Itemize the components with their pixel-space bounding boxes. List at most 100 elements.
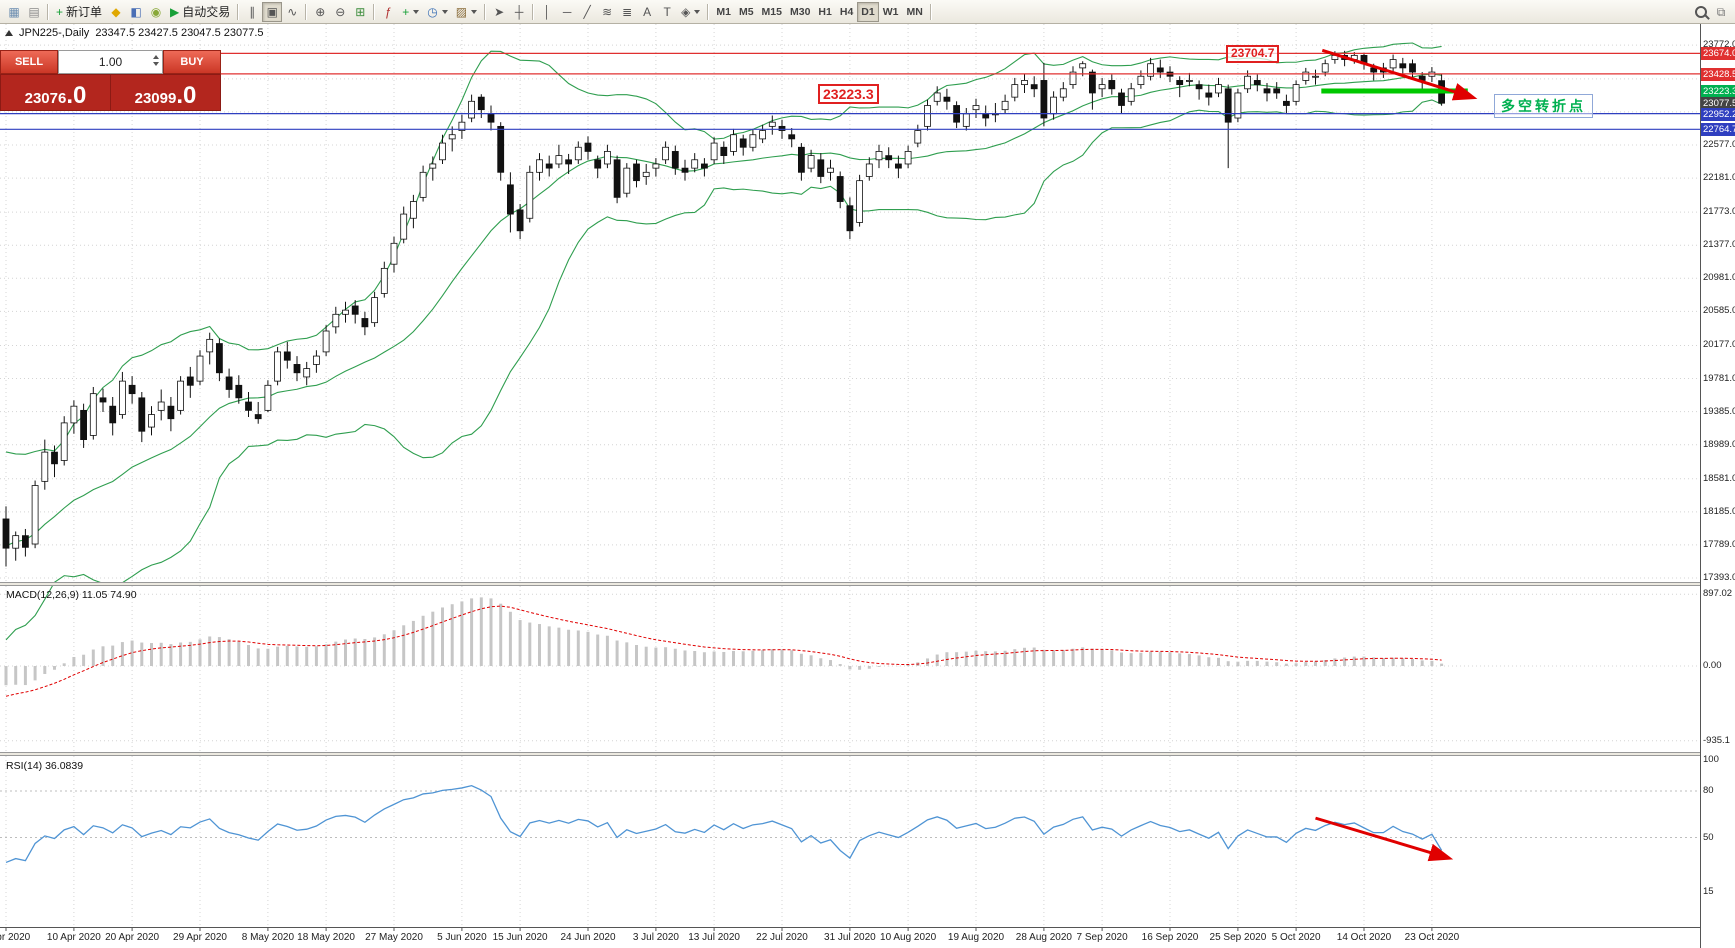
- indicators-icon[interactable]: ƒ: [378, 2, 398, 22]
- volume-up-icon[interactable]: [153, 55, 159, 59]
- price-axis-label: 18185.0: [1703, 505, 1735, 517]
- date-label: 8 May 2020: [241, 932, 295, 943]
- autotrade-button[interactable]: ▶ 自动交易: [166, 2, 234, 22]
- date-label: 15 Jun 2020: [492, 932, 548, 943]
- volume-stepper[interactable]: 1.00: [58, 50, 163, 74]
- volume-down-icon[interactable]: [153, 62, 159, 66]
- shapes-icon[interactable]: ◈: [677, 2, 704, 22]
- macd-axis-label: 897.02: [1703, 588, 1733, 600]
- bar-chart-icon[interactable]: ∥: [242, 2, 262, 22]
- date-label: 3 Jul 2020: [632, 932, 679, 943]
- price-annotation-mid[interactable]: 23223.3: [818, 84, 879, 105]
- price-badge: 23223.3: [1701, 85, 1735, 99]
- pane-resize-handle[interactable]: [0, 752, 1701, 756]
- price-annotation-high[interactable]: 23704.7: [1226, 45, 1280, 63]
- market-watch-icon[interactable]: ◆: [106, 2, 126, 22]
- price-axis-label: 21773.0: [1703, 206, 1735, 218]
- date-label: 16 Sep 2020: [1141, 932, 1199, 943]
- pane-resize-handle[interactable]: [0, 582, 1701, 586]
- symbol-info: JPN225-,Daily 23347.5 23427.5 23047.5 23…: [5, 27, 264, 39]
- trendline-icon[interactable]: ╱: [577, 2, 597, 22]
- sell-button[interactable]: SELL: [0, 50, 58, 74]
- timeframe-d1-button[interactable]: D1: [857, 1, 879, 22]
- macd-indicator-label: MACD(12,26,9) 11.05 74.90: [6, 589, 137, 601]
- candlestick-chart-icon[interactable]: ▣: [262, 1, 283, 22]
- timeframe-m1-button[interactable]: M1: [712, 2, 735, 22]
- toolbar-separator: [237, 3, 240, 20]
- toolbar: ▦ ▤ + 新订单 ◆ ◧ ◉ ▶ 自动交易 ∥ ▣ ∿ ⊕ ⊖ ⊞ ƒ + ◷ ▨ ➤ ┼ │ ─ ╱ ≋ ≣ A T ◈ M1 M5 M1…: [0, 0, 1735, 24]
- sell-price[interactable]: 23076.0: [1, 75, 111, 110]
- zoom-in-icon[interactable]: ⊕: [310, 2, 330, 22]
- buy-button[interactable]: BUY: [163, 50, 221, 74]
- toolbar-separator: [532, 3, 535, 20]
- price-axis-label: 17789.0: [1703, 538, 1735, 550]
- new-order-button[interactable]: + 新订单: [52, 2, 106, 22]
- zoom-out-icon[interactable]: ⊖: [330, 2, 350, 22]
- date-label: 13 Jul 2020: [688, 932, 740, 943]
- date-label: 25 Sep 2020: [1209, 932, 1267, 943]
- cursor-icon[interactable]: ➤: [489, 2, 509, 22]
- date-label: 23 Oct 2020: [1404, 932, 1460, 943]
- text-icon[interactable]: A: [637, 2, 657, 22]
- price-axis-label: 20177.0: [1703, 339, 1735, 351]
- symbol-period: JPN225-,Daily: [19, 27, 90, 39]
- date-label: 10 Aug 2020: [880, 932, 937, 943]
- timeframe-h4-button[interactable]: H4: [836, 2, 857, 22]
- date-label: 7 Sep 2020: [1076, 932, 1128, 943]
- profiles-icon[interactable]: ▤: [24, 2, 44, 22]
- toolbar-separator: [373, 3, 376, 20]
- date-label: 10 Apr 2020: [46, 932, 101, 943]
- data-window-icon[interactable]: ◧: [126, 2, 146, 22]
- timeframe-w1-button[interactable]: W1: [879, 2, 903, 22]
- price-badge: 22764.7: [1701, 123, 1735, 137]
- search-icon[interactable]: [1691, 2, 1711, 22]
- rsi-axis-label: 50: [1703, 831, 1714, 843]
- community-icon[interactable]: ⧉: [1711, 2, 1731, 22]
- timeframe-m30-button[interactable]: M30: [786, 2, 814, 22]
- buy-price[interactable]: 23099.0: [134, 82, 197, 110]
- periods-icon[interactable]: ◷: [423, 2, 451, 22]
- date-label: 18 May 2020: [297, 932, 356, 943]
- rsi-axis-label: 15: [1703, 885, 1714, 897]
- date-label: 28 Aug 2020: [1015, 932, 1072, 943]
- collapse-panel-icon[interactable]: [5, 30, 13, 36]
- templates-icon[interactable]: ▨: [452, 2, 481, 22]
- fibonacci-icon[interactable]: ≣: [617, 2, 637, 22]
- horizontal-line-icon[interactable]: ─: [557, 2, 577, 22]
- price-axis-label: 18989.0: [1703, 438, 1735, 450]
- timeframe-m15-button[interactable]: M15: [758, 2, 786, 22]
- vertical-line-icon[interactable]: │: [537, 2, 557, 22]
- strategy-navigator-icon[interactable]: ◉: [146, 2, 166, 22]
- volume-value: 1.00: [98, 55, 123, 69]
- toolbar-separator: [707, 3, 710, 20]
- annotation-note-text[interactable]: 多空转折点: [1494, 94, 1593, 118]
- date-label: 22 Jul 2020: [756, 932, 808, 943]
- crosshair-icon[interactable]: ┼: [509, 2, 529, 22]
- macd-axis-label: -935.1: [1703, 734, 1730, 746]
- date-axis[interactable]: 1 Apr 2020 10 Apr 2020 20 Apr 2020 29 Apr 2…: [0, 930, 1701, 948]
- price-axis-label: 20981.0: [1703, 272, 1735, 284]
- rsi-axis-label: 80: [1703, 785, 1714, 796]
- add-indicator-icon[interactable]: +: [398, 2, 423, 22]
- date-label: 27 May 2020: [365, 932, 423, 943]
- price-axis-label: 22181.0: [1703, 172, 1735, 184]
- timeframe-m5-button[interactable]: M5: [735, 2, 758, 22]
- price-axis[interactable]: 23772.0 22577.0 22181.0 21773.0 21377.0 20981…: [1701, 0, 1735, 948]
- equidistant-channel-icon[interactable]: ≋: [597, 2, 617, 22]
- volume-stepper-arrows[interactable]: [153, 55, 159, 66]
- timeframe-mn-button[interactable]: MN: [902, 2, 926, 22]
- date-label: 1 Apr 2020: [0, 932, 31, 943]
- price-axis-label: 18581.0: [1703, 472, 1735, 484]
- date-label: 31 Jul 2020: [824, 932, 876, 943]
- line-chart-icon[interactable]: ∿: [282, 2, 302, 22]
- tile-windows-icon[interactable]: ⊞: [350, 2, 370, 22]
- price-badge: 23674.0: [1701, 47, 1735, 61]
- date-label: 24 Jun 2020: [560, 932, 616, 943]
- label-icon[interactable]: T: [657, 2, 677, 22]
- price-axis-label: 19385.0: [1703, 405, 1735, 417]
- price-axis-label: 23772.0: [1703, 39, 1735, 51]
- timeframe-h1-button[interactable]: H1: [814, 2, 835, 22]
- chart-canvas[interactable]: [0, 24, 1735, 948]
- new-chart-icon[interactable]: ▦: [4, 2, 24, 22]
